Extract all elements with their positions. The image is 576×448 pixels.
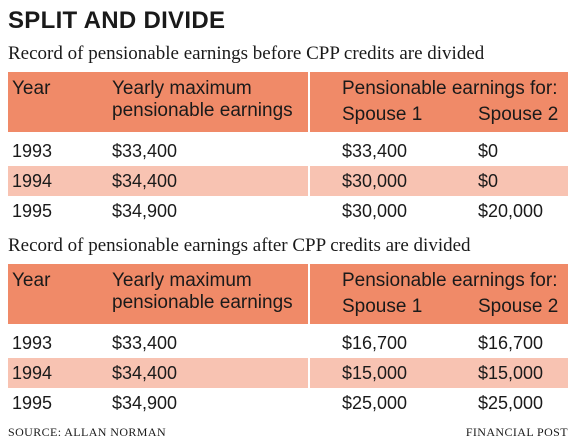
row-shade-left — [8, 358, 308, 388]
table-row: 1995 $34,900 $25,000 $25,000 — [8, 388, 568, 418]
source-credit: SOURCE: ALLAN NORMAN — [8, 425, 167, 439]
table-row: 1993 $33,400 $16,700 $16,700 — [8, 328, 568, 358]
table-2-header: Year Yearly maximum pensionable earnings… — [8, 264, 568, 324]
cell-spouse1: $30,000 — [342, 171, 408, 191]
cell-year: 1994 — [12, 363, 53, 383]
cell-max: $34,400 — [112, 363, 178, 383]
table-2-subtitle: Record of pensionable earnings after CPP… — [8, 235, 471, 256]
table-1: Year Yearly maximum pensionable earnings… — [8, 72, 568, 226]
col-header-spouse1: Spouse 1 — [342, 296, 423, 317]
cell-spouse2: $25,000 — [478, 393, 544, 413]
cell-year: 1994 — [12, 171, 53, 191]
page-title: SPLIT AND DIVIDE — [8, 7, 226, 34]
row-shade-right — [310, 358, 568, 388]
cell-spouse1: $30,000 — [342, 201, 408, 221]
cell-spouse2: $20,000 — [478, 201, 544, 221]
cell-spouse2: $0 — [478, 171, 499, 191]
cell-max: $33,400 — [112, 333, 178, 353]
cell-spouse1: $15,000 — [342, 363, 408, 383]
header-right-block — [310, 72, 568, 132]
cell-year: 1993 — [12, 141, 53, 161]
cell-max: $34,900 — [112, 201, 178, 221]
col-header-max-line1: Yearly maximum — [112, 78, 252, 99]
header-right-block — [310, 264, 568, 324]
row-shade-right — [310, 166, 568, 196]
table-1-header: Year Yearly maximum pensionable earnings… — [8, 72, 568, 132]
col-header-group: Pensionable earnings for: — [342, 78, 558, 99]
cell-spouse1: $33,400 — [342, 141, 408, 161]
header-left-block — [8, 264, 308, 324]
publication-credit: FINANCIAL POST — [465, 425, 568, 439]
col-header-spouse2: Spouse 2 — [478, 296, 559, 317]
cell-max: $33,400 — [112, 141, 178, 161]
cell-spouse2: $16,700 — [478, 333, 544, 353]
table-2: Year Yearly maximum pensionable earnings… — [8, 264, 568, 418]
cell-spouse2: $15,000 — [478, 363, 544, 383]
table-row: 1994 $34,400 $15,000 $15,000 — [8, 358, 568, 388]
cell-max: $34,400 — [112, 171, 178, 191]
cell-max: $34,900 — [112, 393, 178, 413]
header-left-block — [8, 72, 308, 132]
col-header-year: Year — [12, 78, 51, 99]
col-header-max-line2: pensionable earnings — [112, 100, 293, 121]
col-header-group: Pensionable earnings for: — [342, 270, 558, 291]
col-header-year: Year — [12, 270, 51, 291]
cell-year: 1993 — [12, 333, 53, 353]
cell-spouse1: $16,700 — [342, 333, 408, 353]
col-header-spouse1: Spouse 1 — [342, 104, 423, 125]
col-header-max-line2: pensionable earnings — [112, 292, 293, 313]
col-header-spouse2: Spouse 2 — [478, 104, 559, 125]
table-row: 1994 $34,400 $30,000 $0 — [8, 166, 568, 196]
table-1-subtitle: Record of pensionable earnings before CP… — [8, 43, 485, 64]
table-row: 1993 $33,400 $33,400 $0 — [8, 136, 568, 166]
col-header-max-line1: Yearly maximum — [112, 270, 252, 291]
cell-spouse2: $0 — [478, 141, 499, 161]
cell-year: 1995 — [12, 201, 53, 221]
cell-spouse1: $25,000 — [342, 393, 408, 413]
row-shade-left — [8, 166, 308, 196]
table-row: 1995 $34,900 $30,000 $20,000 — [8, 196, 568, 226]
cell-year: 1995 — [12, 393, 53, 413]
